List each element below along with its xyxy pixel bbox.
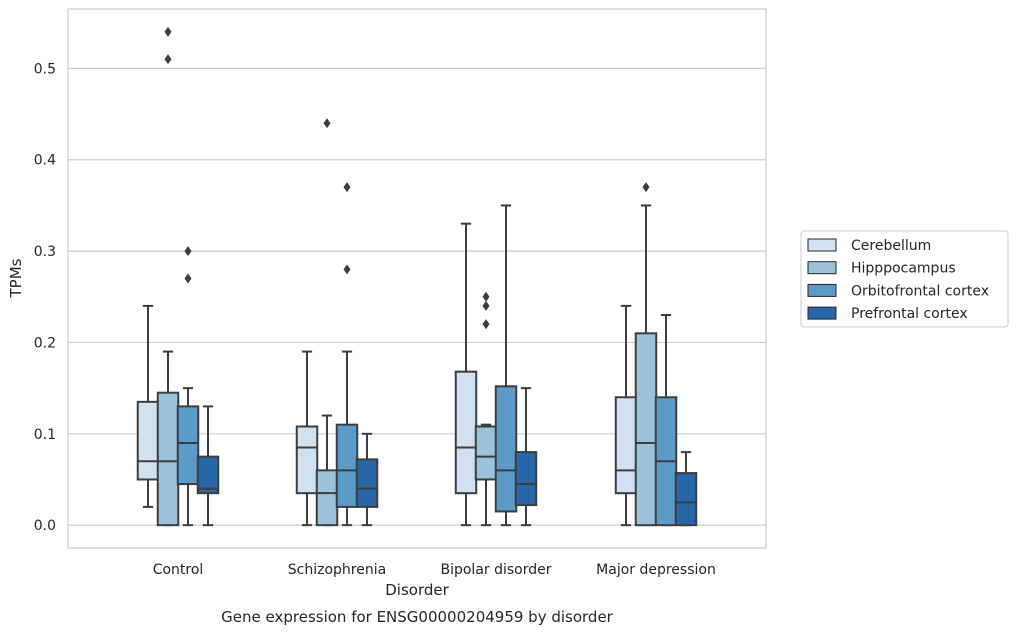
outlier-point <box>482 300 490 311</box>
outlier-point <box>642 182 650 193</box>
iqr-box <box>474 425 498 481</box>
legend-label: Cerebellum <box>851 238 931 254</box>
legend-swatch <box>807 238 837 252</box>
box-prefrontal-cortex <box>355 432 379 527</box>
y-tick-label: 0.1 <box>34 427 56 443</box>
chart-title: Gene expression for ENSG00000204959 by d… <box>221 608 614 626</box>
iqr-box <box>514 451 538 507</box>
y-tick-label: 0.3 <box>34 244 56 260</box>
outlier-point <box>323 118 331 129</box>
iqr-box <box>614 396 638 495</box>
y-tick-label: 0.0 <box>34 518 56 534</box>
outlier-point <box>482 319 490 330</box>
box-orbitofrontal-cortex <box>335 182 359 527</box>
x-tick-label: Schizophrenia <box>288 562 386 578</box>
iqr-box <box>634 332 658 527</box>
iqr-box <box>674 472 698 527</box>
legend-label: Prefrontal cortex <box>851 306 968 322</box>
iqr-box <box>355 458 379 508</box>
box-hipppocampus <box>474 291 498 527</box>
x-axis-label: Disorder <box>385 581 449 599</box>
plot-area-frame <box>67 8 767 549</box>
box-series-group <box>136 26 698 527</box>
box-orbitofrontal-cortex <box>494 204 518 527</box>
legend: Cerebellum Hipppocampus Orbitofrontal cort… <box>800 230 1009 328</box>
y-tick-labels: 0.0 0.1 0.2 0.3 0.4 0.5 <box>34 61 56 534</box>
box-hipppocampus <box>315 118 339 527</box>
box-orbitofrontal-cortex <box>176 246 200 527</box>
outlier-point <box>164 54 172 65</box>
box-hipppocampus <box>156 26 180 527</box>
legend-frame <box>800 230 1009 328</box>
legend-label: Orbitofrontal cortex <box>851 283 989 299</box>
iqr-box <box>196 455 220 495</box>
outlier-point <box>482 291 490 302</box>
box-prefrontal-cortex <box>196 405 220 527</box>
iqr-box <box>156 391 180 527</box>
legend-swatch <box>807 306 837 320</box>
outlier-point <box>164 26 172 37</box>
x-tick-labels: Control Schizophrenia Bipolar disorder Majo… <box>153 562 716 578</box>
box-hipppocampus <box>634 182 658 527</box>
iqr-box <box>315 469 339 527</box>
box-cerebellum <box>614 304 638 527</box>
y-tick-label: 0.2 <box>34 335 56 351</box>
x-tick-label: Control <box>153 562 204 578</box>
box-cerebellum <box>136 304 160 508</box>
y-tick-label: 0.4 <box>34 153 56 169</box>
box-cerebellum <box>295 350 319 527</box>
outlier-point <box>184 246 192 257</box>
x-tick-label: Bipolar disorder <box>440 562 551 578</box>
legend-label: Hipppocampus <box>851 261 956 277</box>
y-axis-label: TPMs <box>7 258 25 298</box>
iqr-box <box>494 385 518 513</box>
iqr-box <box>295 425 319 495</box>
iqr-box <box>136 400 160 481</box>
legend-swatch <box>807 283 837 297</box>
outlier-point <box>343 182 351 193</box>
legend-swatch <box>807 261 837 275</box>
outlier-point <box>184 273 192 284</box>
box-orbitofrontal-cortex <box>654 314 678 527</box>
y-tick-label: 0.5 <box>34 61 56 77</box>
box-cerebellum <box>454 222 478 527</box>
iqr-box <box>335 423 359 508</box>
box-prefrontal-cortex <box>514 387 538 527</box>
iqr-box <box>176 405 200 486</box>
x-tick-label: Major depression <box>596 562 716 578</box>
outlier-point <box>343 264 351 275</box>
iqr-box <box>454 370 478 495</box>
box-prefrontal-cortex <box>674 451 698 527</box>
